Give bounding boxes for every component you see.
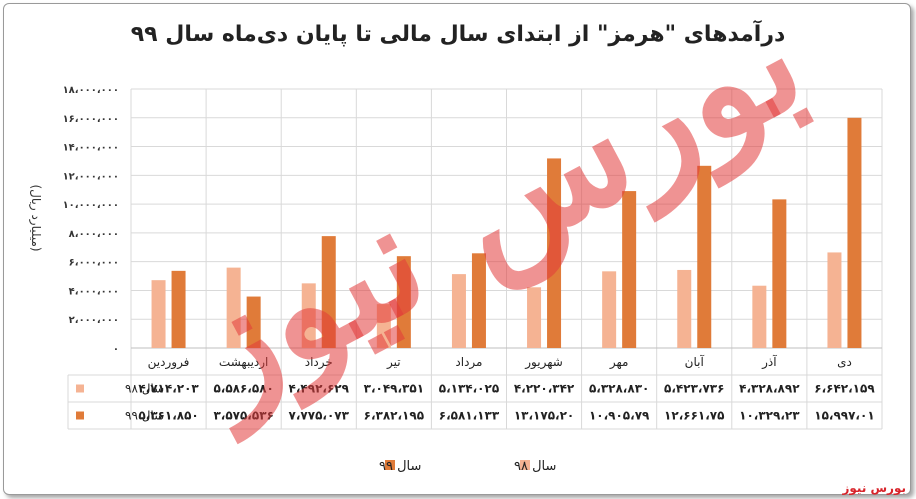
data-label: ۴،۲۲۰،۳۴۲: [514, 382, 575, 396]
category-label: خرداد: [305, 355, 333, 370]
legend-key-table: [76, 411, 84, 420]
legend-key: [520, 460, 530, 470]
category-label: مرداد: [455, 355, 482, 370]
data-label: ۱۰،۳۲۹،۲۳: [739, 409, 800, 423]
data-label: ۳،۰۴۹،۳۵۱: [364, 382, 424, 396]
category-label: فروردین: [148, 355, 190, 370]
data-label: ۳،۵۷۵،۵۳۶: [213, 409, 273, 423]
bar: [847, 117, 862, 349]
bar: [246, 296, 261, 348]
y-tick-label: ۴،۰۰۰،۰۰۰: [69, 286, 119, 297]
legend-key: [385, 460, 395, 470]
bar: [396, 256, 411, 348]
data-label: ۱۲،۶۶۱،۷۵: [664, 409, 724, 423]
y-tick-label: ۱۴،۰۰۰،۰۰۰: [63, 143, 119, 154]
data-label: ۱۰،۹۰۵،۷۹: [589, 409, 650, 423]
data-label: ۱۵،۹۹۷،۰۱: [814, 409, 874, 423]
bar: [471, 253, 486, 348]
y-tick-label: ۱۲،۰۰۰،۰۰۰: [63, 171, 119, 182]
y-tick-label: ۱۸،۰۰۰،۰۰۰: [63, 85, 119, 96]
data-label: ۵،۵۸۶،۵۸۰: [213, 382, 273, 396]
bar: [171, 270, 186, 348]
bar: [527, 287, 542, 348]
bar: [827, 252, 842, 348]
category-label: شهریور: [524, 355, 563, 370]
bar: [451, 274, 466, 348]
legend-label: سال ۹۸: [514, 459, 556, 474]
bar: [151, 280, 166, 348]
y-tick-label: ۰: [113, 344, 119, 355]
category-label: دی: [837, 355, 852, 369]
data-label: ۵،۴۲۳،۷۳۶: [664, 382, 724, 396]
data-label: ۴،۳۲۸،۸۹۲: [739, 382, 800, 396]
category-label: آبان: [685, 354, 705, 369]
bar: [772, 199, 787, 348]
bar: [547, 158, 562, 348]
data-label: ۵،۱۳۴،۰۲۵: [439, 382, 499, 396]
y-tick-label: ۸،۰۰۰،۰۰۰: [69, 229, 119, 240]
y-tick-label: ۱۶،۰۰۰،۰۰۰: [63, 114, 119, 125]
source-label: بورس نیوز: [842, 481, 906, 495]
data-label: ۶،۵۸۱،۱۳۳: [439, 409, 500, 423]
data-label: ۵،۳۲۸،۸۳۰: [589, 382, 649, 396]
category-label: مهر: [609, 355, 629, 370]
data-label: ۶،۶۴۲،۱۵۹: [814, 382, 875, 396]
watermark-logo: بورس نیوز: [153, 0, 831, 445]
bar: [752, 285, 767, 348]
series-row-label: سال ۹۹: [125, 409, 164, 423]
series-row-label: سال ۹۸: [125, 382, 164, 396]
legend-key-table: [76, 384, 84, 393]
bar: [622, 191, 637, 348]
data-label: ۱۳،۱۷۵،۲۰: [514, 409, 574, 423]
y-tick-label: ۱۰،۰۰۰،۰۰۰: [63, 200, 119, 211]
bar: [602, 271, 617, 348]
data-label: ۴،۴۹۲،۶۲۹: [289, 382, 350, 396]
data-label: ۶،۳۸۲،۱۹۵: [364, 409, 424, 423]
chart-title: درآمدهای "هرمز" از ابتدای سال مالی تا پا…: [130, 22, 786, 47]
bar: [697, 165, 712, 348]
chart-frame: [3, 3, 911, 495]
y-tick-label: ۶،۰۰۰،۰۰۰: [69, 258, 119, 269]
legend-label: سال ۹۹: [379, 459, 421, 474]
bar: [677, 269, 692, 348]
category-label: اردیبهشت: [219, 355, 268, 370]
data-label: ۷،۷۷۵،۰۷۳: [289, 409, 350, 423]
y-tick-label: ۲،۰۰۰،۰۰۰: [69, 315, 119, 326]
bar: [321, 236, 336, 348]
bar: [226, 267, 241, 348]
category-label: تیر: [386, 355, 401, 370]
data-label: ۴،۷۱۴،۲۰۳: [138, 382, 199, 396]
bar: [301, 283, 316, 348]
category-label: آذر: [761, 354, 777, 370]
data-label: ۵،۳۶۱،۸۵۰: [138, 409, 198, 423]
bar: [376, 304, 391, 348]
